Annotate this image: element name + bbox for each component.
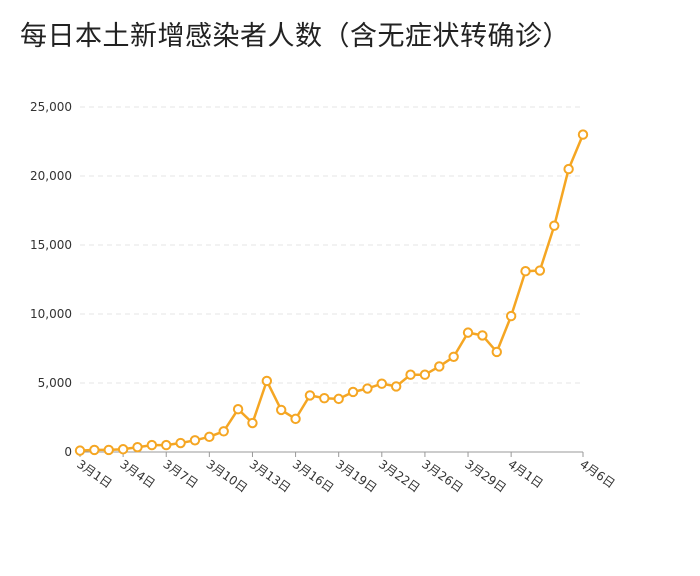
x-tick-label: 3月22日	[376, 457, 422, 495]
data-point	[577, 129, 589, 140]
data-point	[549, 220, 560, 231]
x-tick-label: 3月13日	[247, 457, 293, 495]
data-point	[477, 330, 488, 341]
y-tick-label: 0	[64, 445, 72, 459]
x-axis-ticks: 3月1日 3月4日 3月7日 3月10日3月13日3月16日3月19日3月22日3月2…	[74, 452, 617, 495]
data-point	[290, 413, 301, 425]
x-tick-label: 3月10日	[204, 457, 250, 495]
data-point	[89, 444, 100, 456]
data-point	[103, 444, 114, 456]
y-tick-label: 15,000	[30, 238, 72, 252]
data-point	[304, 390, 316, 401]
data-point	[448, 351, 459, 362]
data-point	[419, 369, 431, 380]
data-point	[534, 265, 546, 276]
data-point	[520, 266, 531, 277]
x-tick-label: 3月19日	[333, 457, 379, 495]
y-tick-label: 5,000	[38, 376, 72, 390]
data-point	[232, 404, 244, 415]
data-point	[74, 445, 86, 456]
x-tick-label: 3月29日	[462, 457, 508, 495]
data-point	[505, 310, 517, 322]
data-point	[563, 163, 574, 175]
data-point	[390, 381, 402, 392]
x-tick-label: 3月7日	[161, 457, 201, 491]
grid-lines	[80, 106, 583, 384]
data-point	[376, 378, 387, 389]
data-point	[117, 444, 129, 455]
chart-title: 每日本土新增感染者人数（含无症状转确诊）	[20, 21, 570, 52]
y-tick-label: 10,000	[30, 307, 72, 321]
series-line	[79, 134, 585, 452]
x-tick-label: 4月1日	[505, 457, 545, 491]
x-tick-label: 3月26日	[419, 457, 465, 495]
data-point	[218, 426, 229, 437]
data-point	[261, 375, 273, 387]
data-point	[132, 441, 143, 453]
data-point	[347, 386, 359, 398]
data-point	[175, 437, 186, 449]
data-point	[247, 417, 258, 429]
x-tick-label: 4月6日	[577, 457, 617, 491]
data-point	[333, 393, 344, 405]
data-point	[204, 431, 215, 443]
data-point	[434, 361, 445, 372]
data-points	[74, 129, 589, 456]
x-tick-label: 3月16日	[290, 457, 336, 495]
x-tick-label: 3月1日	[74, 457, 114, 491]
data-point	[276, 404, 287, 416]
data-point	[319, 392, 330, 404]
data-point	[491, 346, 502, 358]
y-tick-label: 20,000	[30, 169, 72, 183]
data-point	[462, 327, 474, 338]
data-point	[362, 383, 373, 394]
data-point	[146, 439, 158, 451]
x-tick-label: 3月4日	[117, 457, 157, 491]
y-axis-ticks: 0 5,000 10,000 15,000 20,000 25,000	[30, 100, 72, 459]
data-point	[161, 439, 172, 451]
y-tick-label: 25,000	[30, 100, 72, 114]
data-point	[405, 369, 416, 380]
data-point	[189, 435, 201, 446]
